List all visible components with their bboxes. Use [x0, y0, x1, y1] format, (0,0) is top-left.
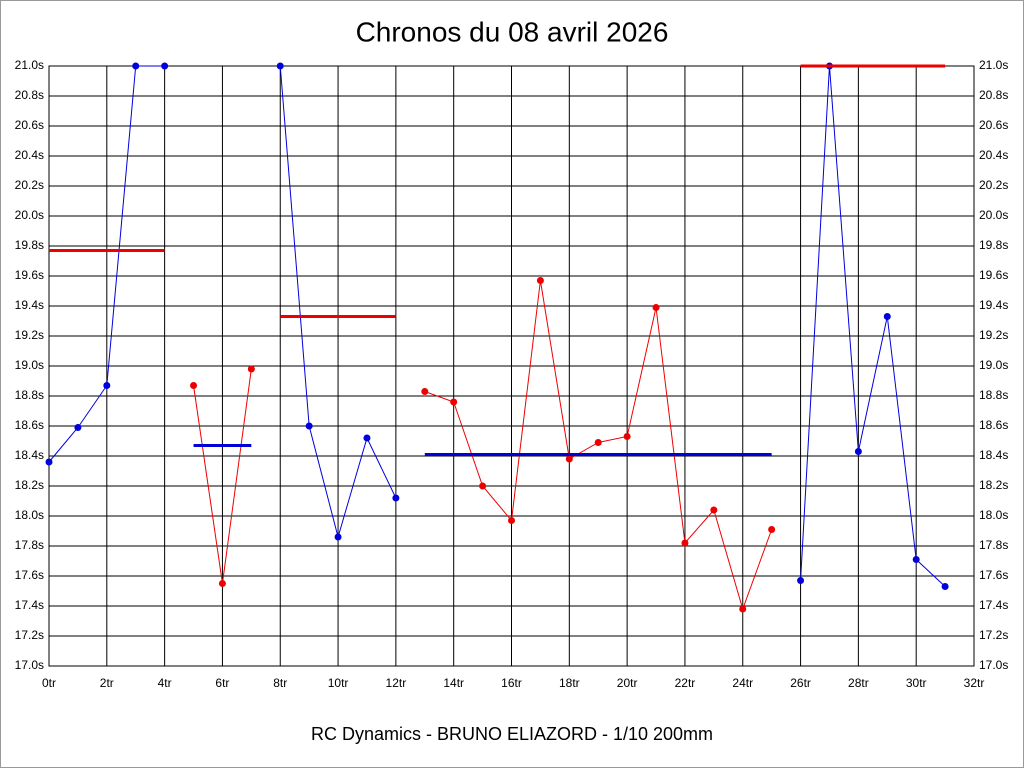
data-point [161, 62, 169, 70]
y-tick-label: 18.2s [15, 478, 44, 492]
data-point [768, 526, 776, 533]
x-tick-label: 28tr [848, 676, 869, 690]
plot-frame [48, 65, 975, 667]
data-point [421, 388, 429, 395]
y-tick-label: 20.0s [15, 208, 44, 222]
y-tick-label: 19.0s [15, 358, 44, 372]
y2-tick-label: 18.6s [979, 418, 1008, 432]
y2-tick-label: 18.0s [979, 508, 1008, 522]
y2-tick-label: 17.8s [979, 538, 1008, 552]
data-point [797, 577, 805, 584]
y2-tick-label: 19.8s [979, 238, 1008, 252]
x-tick-label: 4tr [158, 676, 172, 690]
y-tick-label: 20.8s [15, 88, 44, 102]
data-point [276, 62, 284, 70]
chart-footer: RC Dynamics - BRUNO ELIAZORD - 1/10 200m… [311, 724, 713, 744]
data-point [681, 539, 689, 547]
x-tick-label: 2tr [100, 676, 114, 690]
y-tick-label: 17.0s [15, 658, 44, 672]
y2-tick-label: 19.6s [979, 268, 1008, 282]
data-point [247, 365, 255, 373]
y-tick-label: 21.0s [15, 58, 44, 72]
y-tick-label: 19.2s [15, 328, 44, 342]
y2-tick-label: 19.2s [979, 328, 1008, 342]
data-point [912, 556, 920, 563]
x-tick-label: 12tr [386, 676, 407, 690]
data-point [74, 424, 82, 431]
y2-tick-label: 20.0s [979, 208, 1008, 222]
chart-title: Chronos du 08 avril 2026 [356, 16, 669, 47]
data-point [623, 433, 631, 440]
y-tick-label: 18.4s [15, 448, 44, 462]
y2-tick-label: 18.8s [979, 388, 1008, 402]
x-tick-label: 32tr [964, 676, 985, 690]
x-tick-label: 20tr [617, 676, 638, 690]
y2-tick-label: 20.6s [979, 118, 1008, 132]
data-point [739, 605, 747, 613]
x-tick-label: 30tr [906, 676, 927, 690]
y2-tick-label: 18.4s [979, 448, 1008, 462]
data-point [45, 458, 53, 466]
data-point [941, 583, 949, 590]
data-point [652, 304, 660, 311]
x-tick-label: 14tr [443, 676, 464, 690]
data-point [710, 506, 718, 514]
y2-tick-label: 20.4s [979, 148, 1008, 162]
data-point [883, 313, 891, 320]
data-point [132, 62, 140, 70]
data-point [392, 494, 400, 502]
x-tick-label: 22tr [675, 676, 696, 690]
y2-tick-label: 17.4s [979, 598, 1008, 612]
y2-tick-label: 21.0s [979, 58, 1008, 72]
data-point [103, 382, 111, 389]
data-line [800, 65, 946, 587]
data-point [218, 580, 226, 587]
y2-tick-label: 19.4s [979, 298, 1008, 312]
y-tick-label: 17.8s [15, 538, 44, 552]
y-tick-label: 20.4s [15, 148, 44, 162]
x-tick-label: 0tr [42, 676, 56, 690]
y2-tick-label: 20.2s [979, 178, 1008, 192]
x-tick-label: 26tr [790, 676, 811, 690]
data-point [363, 434, 371, 442]
y2-tick-label: 17.2s [979, 628, 1008, 642]
data-point [190, 382, 198, 389]
data-point [305, 422, 313, 430]
y2-tick-label: 17.6s [979, 568, 1008, 582]
x-tick-label: 6tr [215, 676, 229, 690]
y-tick-label: 20.6s [15, 118, 44, 132]
y-tick-label: 17.2s [15, 628, 44, 642]
data-point [536, 277, 544, 284]
data-point [450, 398, 458, 406]
y2-tick-label: 20.8s [979, 88, 1008, 102]
data-point [508, 517, 515, 524]
y-tick-label: 19.4s [15, 298, 44, 312]
x-tick-label: 10tr [328, 676, 349, 690]
y-tick-label: 19.6s [15, 268, 44, 282]
y-tick-label: 17.4s [15, 598, 44, 612]
x-tick-label: 24tr [732, 676, 753, 690]
y-tick-label: 18.0s [15, 508, 44, 522]
y2-tick-label: 17.0s [979, 658, 1008, 672]
y2-tick-label: 19.0s [979, 358, 1008, 372]
data-point [854, 448, 862, 455]
y-tick-label: 18.8s [15, 388, 44, 402]
x-tick-label: 18tr [559, 676, 580, 690]
data-point [479, 482, 487, 490]
y-tick-label: 18.6s [15, 418, 44, 432]
data-point [334, 533, 342, 541]
y-tick-label: 19.8s [15, 238, 44, 252]
x-tick-label: 16tr [501, 676, 522, 690]
data-point [565, 455, 573, 463]
data-point [594, 439, 602, 446]
y2-tick-label: 18.2s [979, 478, 1008, 492]
y-tick-label: 20.2s [15, 178, 44, 192]
y-tick-label: 17.6s [15, 568, 44, 582]
x-tick-label: 8tr [273, 676, 287, 690]
